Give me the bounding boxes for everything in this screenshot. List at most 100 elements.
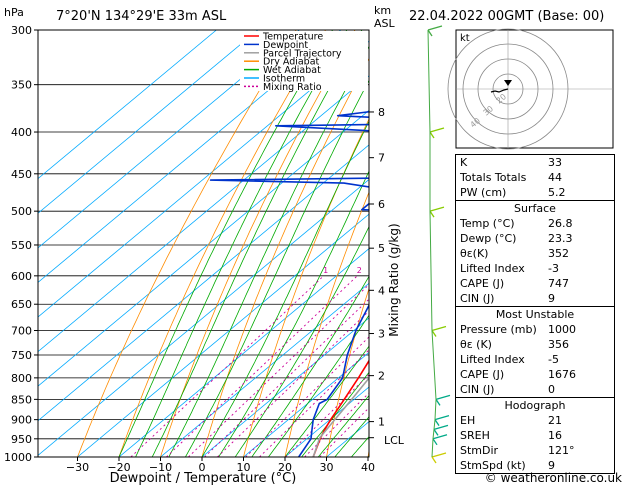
table-row-label: K (460, 156, 468, 169)
table-row-label: PW (cm) (460, 186, 507, 199)
wind-barb (434, 415, 450, 421)
legend-entry: Wet Adiabat (263, 65, 321, 76)
wind-barb (429, 206, 445, 212)
table-row-label: Pressure (mb) (460, 323, 537, 336)
wind-barb (427, 25, 443, 31)
isotherm-line (77, 213, 369, 457)
most-unstable-title: Most Unstable (495, 308, 575, 321)
hodograph-section: Hodograph EH 21 SREH 16 StmDir 121° StmSpd (kt… (455, 397, 615, 474)
isotherm-line (243, 351, 369, 457)
copyright[interactable]: © weatheronline.co.uk (485, 471, 622, 485)
pressure-tick-label: 700 (11, 325, 32, 338)
isotherm-line (38, 30, 342, 283)
temp-tick-label: 30 (320, 461, 334, 474)
km-tick-label: 6 (378, 198, 385, 211)
table-row-value: 747 (548, 277, 569, 290)
dry-adiabat-line (160, 30, 356, 457)
hodograph-unit-label: kt (460, 33, 470, 44)
wind-barb-feather (427, 29, 433, 37)
hodograph-title: Hodograph (504, 399, 566, 412)
indices-top-section: K 33 Totals Totals 44 PW (cm) 5.2 (455, 154, 615, 201)
temp-tick-label: −30 (66, 461, 89, 474)
legend-entry: Mixing Ratio (263, 82, 322, 93)
wet-adiabat-line (301, 371, 369, 457)
table-row: Pressure (mb) 1000 (456, 322, 614, 337)
surface-section: Surface Temp (°C) 26.8 Dewp (°C) 23.3 θε(K) 3… (455, 200, 615, 307)
pressure-tick-label: 1000 (4, 451, 32, 464)
table-row-label: θε (K) (460, 338, 492, 351)
wind-barb (431, 452, 447, 458)
table-row-label: θε(K) (460, 247, 489, 260)
pressure-tick-label: 600 (11, 270, 32, 283)
pressure-tick-label: 500 (11, 205, 32, 218)
wind-barb-feather (434, 419, 440, 426)
dry-adiabat-line (243, 118, 369, 457)
mixing-ratio-label: 1 (323, 266, 328, 275)
wet-adiabat-line (317, 394, 369, 457)
isotherm-line (38, 40, 369, 318)
wind-barb-feather (429, 210, 435, 218)
wind-barb (433, 424, 449, 430)
mixing-ratio-line (217, 310, 369, 457)
hpa-label: hPa (4, 6, 24, 19)
table-row-value: 0 (548, 383, 555, 396)
mixing-ratio-line (245, 336, 369, 457)
temp-tick-label: −20 (107, 461, 130, 474)
wind-barb-feather (431, 456, 437, 464)
legend-entry: Parcel Trajectory (263, 48, 342, 59)
wet-adiabat-line (284, 345, 369, 457)
isotherm-line (38, 75, 369, 353)
wind-barb-feather (429, 131, 435, 139)
table-row-value: 9 (548, 292, 555, 305)
table-row-value: 9 (548, 459, 555, 472)
table-row-label: Lifted Index (460, 262, 525, 275)
mixing-ratio-label: 8 (432, 266, 437, 275)
surface-title: Surface (514, 202, 556, 215)
km-label: km (374, 4, 391, 17)
table-row-value: 44 (548, 171, 562, 184)
isotherm-line (38, 30, 217, 180)
table-row-value: 1000 (548, 323, 576, 336)
table-row: SREH 16 (456, 428, 614, 443)
mixing-ratio-label: 2 (357, 266, 362, 275)
datetime-title: 22.04.2022 00GMT (Base: 00) (409, 9, 604, 24)
temperature-series-line (312, 359, 369, 457)
table-row: K 33 (456, 155, 614, 170)
table-row-value: 21 (548, 414, 562, 427)
wind-barb (432, 434, 448, 440)
table-row-label: Dewp (°C) (460, 232, 517, 245)
table-row: Dewp (°C) 23.3 (456, 231, 614, 246)
wind-barb-feather (433, 428, 439, 436)
table-row-label: Lifted Index (460, 353, 525, 366)
km-tick-label: 5 (378, 242, 385, 255)
wet-adiabat-line (234, 225, 369, 457)
wind-barb (435, 394, 451, 400)
mixing-ratio-line (204, 298, 369, 457)
pressure-tick-label: 400 (11, 126, 32, 139)
dry-adiabat-line (201, 57, 369, 457)
table-row-value: 356 (548, 338, 569, 351)
table-row-label: SREH (460, 429, 490, 442)
pressure-tick-label: 350 (11, 79, 32, 92)
temp-tick-label: 40 (361, 461, 375, 474)
isotherm-line (38, 30, 300, 249)
most-unstable-section: Most Unstable Pressure (mb) 1000 θε (K) 356… (455, 306, 615, 398)
legend-entry: Temperature (262, 32, 323, 43)
table-row-label: CAPE (J) (460, 368, 505, 381)
table-row-value: 1676 (548, 368, 576, 381)
table-row-value: 121° (548, 444, 575, 457)
lcl-label: LCL (384, 434, 405, 447)
table-row: CAPE (J) 1676 (456, 367, 614, 382)
plot-frame (37, 29, 370, 458)
table-row: StmDir 121° (456, 443, 614, 458)
table-row-value: 5.2 (548, 186, 566, 199)
table-row-label: EH (460, 414, 476, 427)
mixing-ratio-line (166, 275, 358, 457)
table-row-label: CIN (J) (460, 383, 495, 396)
table-row: Totals Totals 44 (456, 170, 614, 185)
km-tick-label: 4 (378, 284, 385, 297)
wet-adiabat-line (118, 30, 333, 457)
asl-label: ASL (374, 17, 396, 30)
pressure-tick-label: 750 (11, 349, 32, 362)
